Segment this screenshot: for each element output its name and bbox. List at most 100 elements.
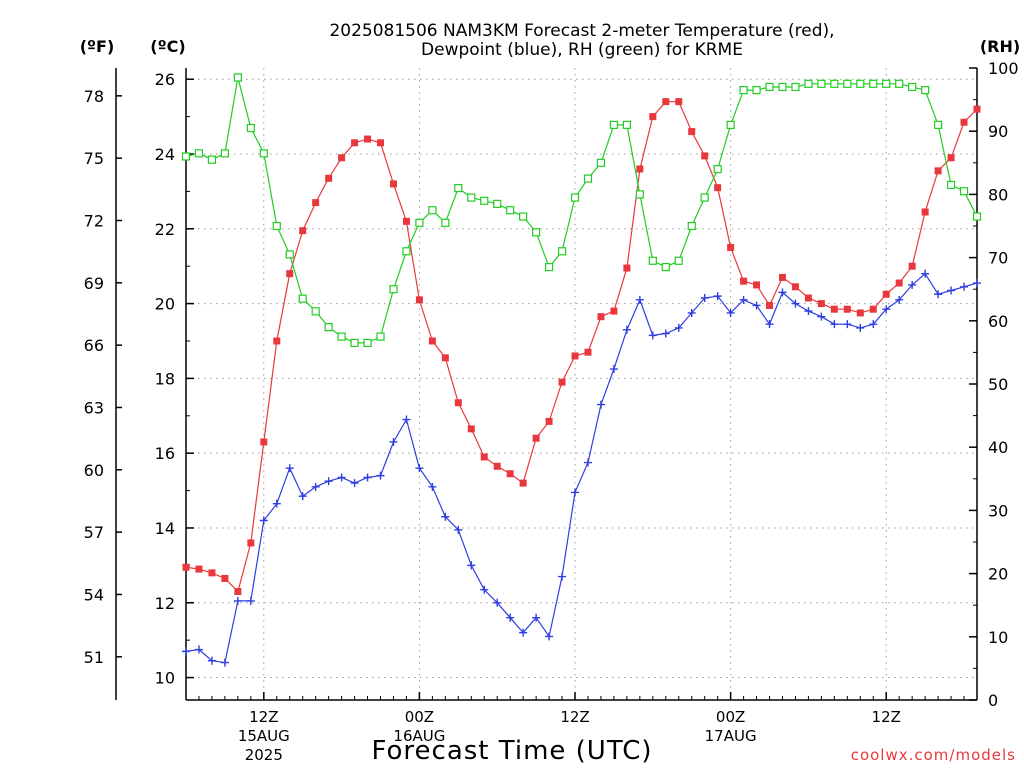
rh-point [337, 332, 346, 341]
rh-point [259, 149, 268, 158]
rh-point [402, 247, 411, 256]
fahrenheit-tick-label: 78 [84, 87, 104, 106]
rh-point [817, 79, 826, 88]
rh-tick-label: 50 [988, 375, 1008, 394]
temperature-point [766, 301, 774, 309]
dewpoint-point [687, 308, 696, 317]
temperature-point [662, 98, 670, 106]
rh-point [467, 193, 476, 202]
rh-point [830, 79, 839, 88]
dewpoint-point [882, 305, 891, 314]
dewpoint-point [817, 312, 826, 321]
rh-point [544, 262, 554, 272]
temperature-point [182, 563, 190, 571]
rh-point [233, 73, 242, 82]
temperature-point [545, 417, 553, 425]
temperature-point [778, 273, 786, 281]
rh-point [194, 149, 204, 158]
rh-point [246, 123, 255, 133]
rh-point [493, 199, 502, 208]
dewpoint-point [895, 295, 904, 304]
temperature-point [364, 135, 372, 143]
rh-point [220, 149, 230, 158]
rh-point [946, 180, 956, 190]
dewpoint-point [285, 464, 294, 473]
rh-tick-label: 0 [988, 691, 998, 710]
data-series [181, 73, 982, 667]
dewpoint-point [220, 658, 229, 667]
temperature-point [506, 470, 514, 478]
rh-point [622, 120, 631, 129]
temperature-point [727, 244, 735, 252]
rh-point [480, 196, 489, 205]
x-tick-date-label: 15AUG [238, 727, 290, 745]
rh-point [285, 250, 294, 259]
dewpoint-point [194, 645, 203, 654]
dewpoint-point [622, 325, 631, 334]
chart-title-line2: Dewpoint (blue), RH (green) for KRME [421, 40, 743, 60]
x-tick-label: 12Z [249, 708, 278, 726]
temperature-point [325, 174, 333, 182]
temperature-point [675, 98, 683, 106]
rh-point [454, 183, 463, 193]
x-tick-date-label: 16AUG [393, 727, 445, 745]
celsius-unit-label: (ºC) [150, 37, 185, 56]
rh-point [207, 155, 217, 164]
rh-point [570, 193, 580, 202]
celsius-tick-label: 18 [155, 369, 175, 388]
dewpoint-point [467, 561, 476, 570]
dewpoint-point [921, 269, 930, 278]
dewpoint-point [428, 482, 437, 491]
chart-title-line1: 2025081506 NAM3KM Forecast 2-meter Tempe… [329, 21, 834, 41]
rh-point [959, 187, 969, 196]
rh-point [506, 206, 515, 215]
rh-point [687, 221, 696, 231]
dewpoint-point [350, 479, 359, 488]
rh-point [674, 256, 683, 265]
dewpoint-point [674, 323, 683, 332]
fahrenheit-unit-label: (ºF) [80, 37, 115, 56]
temperature-point [519, 479, 527, 487]
rh-point [376, 332, 385, 341]
temperature-point [960, 118, 968, 126]
temperature-point [584, 348, 592, 356]
temperature-point [973, 105, 981, 113]
temperature-point [934, 167, 942, 175]
rh-tick-label: 20 [988, 565, 1008, 584]
rh-point [933, 120, 943, 129]
dewpoint-point [233, 596, 242, 605]
rh-point [272, 221, 281, 231]
rh-point [843, 79, 852, 88]
rh-point [441, 218, 450, 227]
temperature-point [714, 184, 722, 192]
fahrenheit-tick-label: 75 [84, 149, 104, 168]
rh-point [791, 82, 800, 92]
rh-point [765, 82, 774, 92]
dewpoint-point [713, 292, 722, 301]
dewpoint-point [182, 647, 190, 656]
dewpoint-point [726, 308, 735, 317]
dewpoint-point [506, 613, 515, 622]
rh-point [298, 294, 307, 303]
temperature-point [636, 165, 644, 173]
rh-tick-label: 90 [988, 122, 1008, 141]
dewpoint-point [648, 331, 657, 340]
rh-point [713, 165, 722, 174]
dewpoint-point [298, 492, 307, 501]
temperature-point [817, 300, 825, 308]
dewpoint-point [532, 613, 541, 622]
dewpoint-point [869, 320, 878, 329]
temperature-point [558, 378, 566, 386]
dewpoint-point [259, 516, 268, 525]
dewpoint-point [791, 299, 800, 308]
temperature-point [480, 453, 488, 461]
celsius-tick-label: 20 [155, 295, 175, 314]
temperature-point [882, 290, 890, 298]
dewpoint-point [337, 473, 346, 482]
dewpoint-point [441, 512, 450, 521]
dewpoint-point [947, 286, 956, 295]
dewpoint-point [830, 320, 839, 329]
temperature-point [389, 180, 397, 188]
